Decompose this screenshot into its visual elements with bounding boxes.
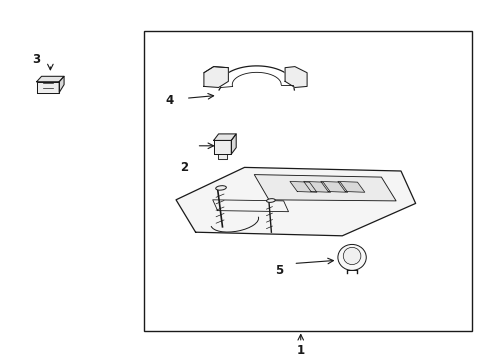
Polygon shape: [217, 154, 227, 159]
Polygon shape: [285, 67, 306, 87]
Polygon shape: [213, 134, 236, 140]
Text: 4: 4: [165, 94, 173, 107]
Text: 1: 1: [296, 345, 304, 357]
Polygon shape: [59, 76, 64, 93]
Text: 2: 2: [180, 161, 188, 174]
Polygon shape: [37, 76, 64, 82]
Polygon shape: [176, 167, 415, 236]
Polygon shape: [213, 140, 231, 154]
Text: 5: 5: [275, 264, 283, 276]
Polygon shape: [254, 175, 395, 201]
Text: 3: 3: [33, 53, 41, 66]
Polygon shape: [337, 181, 364, 192]
Polygon shape: [289, 181, 316, 192]
Ellipse shape: [337, 244, 366, 270]
Polygon shape: [203, 67, 228, 87]
Ellipse shape: [266, 199, 275, 202]
Polygon shape: [37, 82, 59, 93]
Bar: [144, 31, 471, 331]
Polygon shape: [303, 181, 330, 192]
Polygon shape: [231, 134, 236, 154]
Ellipse shape: [343, 247, 360, 265]
Polygon shape: [320, 181, 347, 192]
Ellipse shape: [215, 186, 226, 190]
